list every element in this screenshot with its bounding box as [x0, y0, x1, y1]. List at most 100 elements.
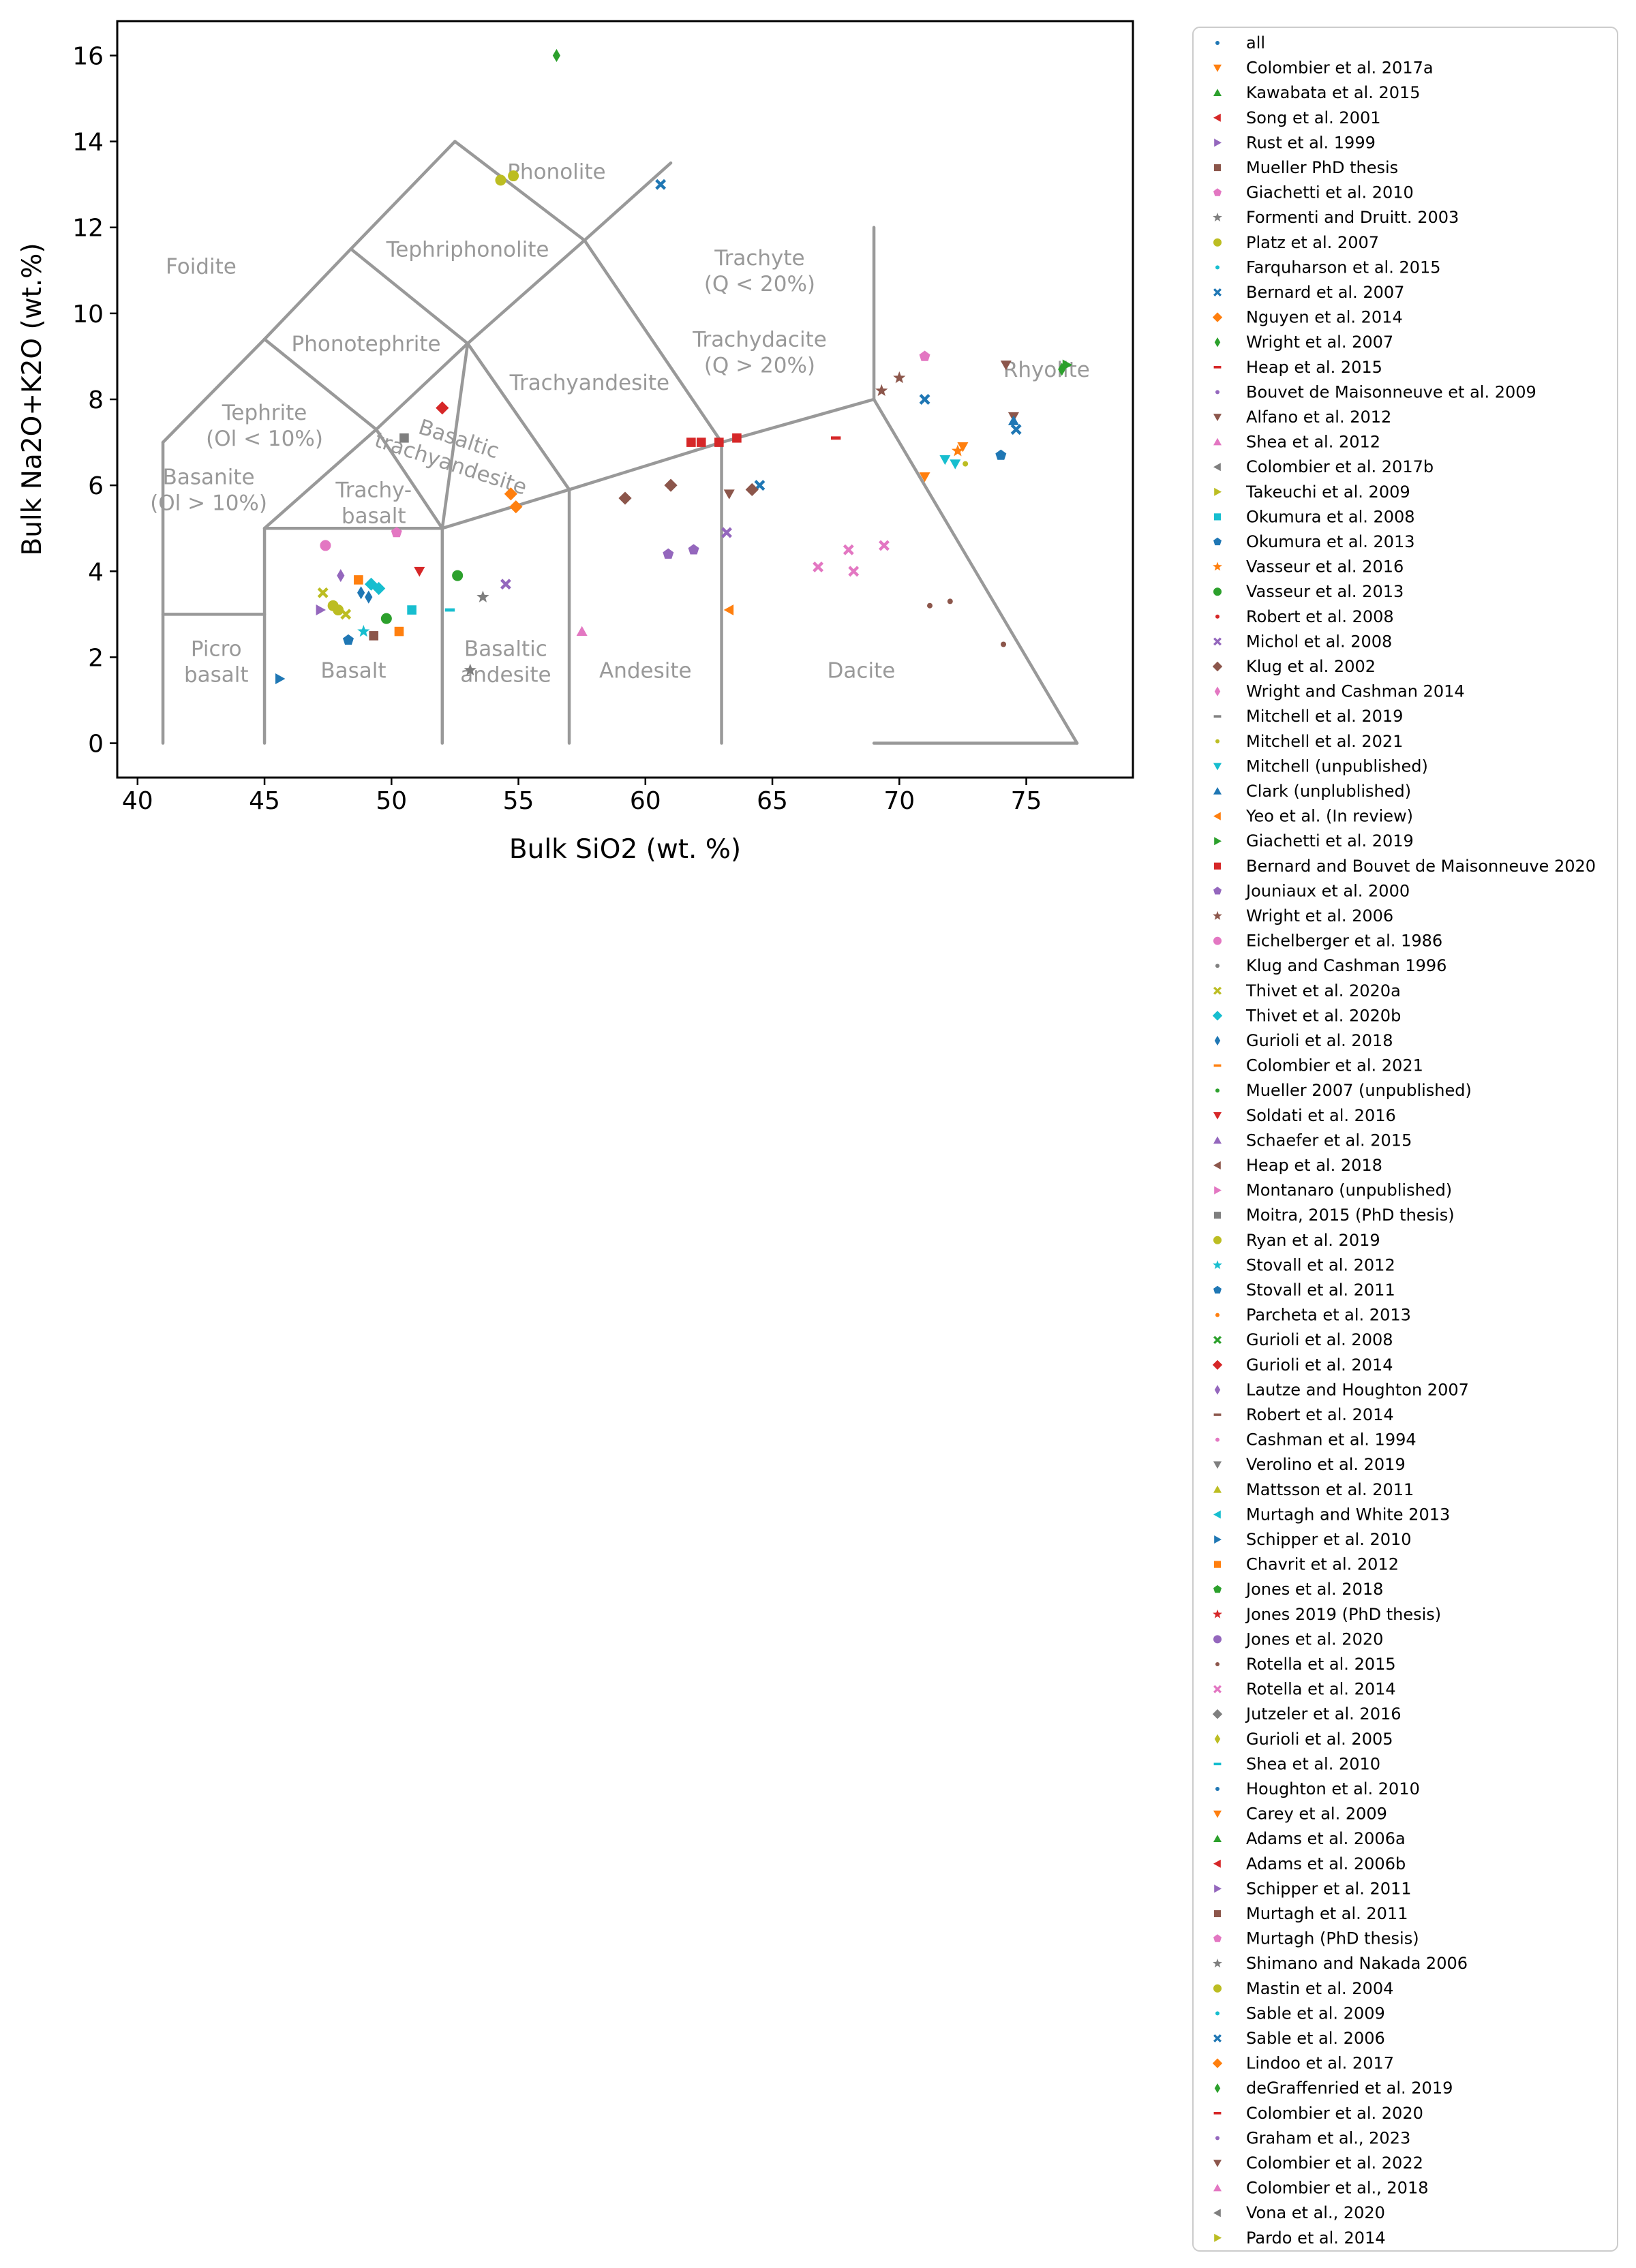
- legend-entry-label: Mueller 2007 (unpublished): [1246, 1081, 1472, 1100]
- legend-entry-label: Platz et al. 2007: [1246, 233, 1379, 252]
- y-tick-label: 12: [72, 215, 104, 243]
- data-point: [337, 568, 345, 583]
- data-point: [342, 634, 354, 645]
- legend-entry-label: Stovall et al. 2011: [1246, 1281, 1395, 1300]
- data-point: [947, 598, 953, 604]
- legend-marker: [1213, 637, 1222, 646]
- legend-marker: [1213, 1285, 1222, 1294]
- legend-marker: [1213, 2183, 1222, 2192]
- data-point: [843, 544, 854, 555]
- legend-marker: [1212, 1360, 1223, 1370]
- legend-entry-label: Colombier et al. 2020: [1246, 2104, 1423, 2123]
- legend-marker: [1213, 1984, 1222, 1993]
- data-point: [723, 489, 735, 500]
- axes: 40 45 50 55 60 65 70 75 0 2 4 6 8 10 12 14 16: [72, 20, 1134, 815]
- data-point: [951, 444, 965, 457]
- legend-entry-label: Stovall et al. 2012: [1246, 1255, 1395, 1274]
- data-point: [394, 626, 404, 637]
- data-point: [721, 527, 732, 538]
- data-point: [365, 590, 373, 604]
- data-point: [357, 586, 365, 600]
- data-point: [957, 442, 969, 453]
- legend-entry-label: Heap et al. 2018: [1246, 1156, 1382, 1175]
- legend-entry-label: Mitchell (unpublished): [1246, 756, 1428, 776]
- legend-marker: [1213, 1762, 1222, 1766]
- tas-boundary-line: [583, 239, 723, 444]
- legend-entry-label: Farquharson et al. 2015: [1246, 258, 1441, 277]
- data-point: [939, 455, 951, 465]
- y-axis-label: Bulk Na2O+K2O (wt.%): [17, 243, 48, 555]
- legend-entry-label: Shimano and Nakada 2006: [1246, 1954, 1468, 1973]
- legend-marker: [1213, 438, 1222, 446]
- legend-entry-label: Adams et al. 2006b: [1246, 1854, 1406, 1873]
- legend-entry-label: Formenti and Druitt. 2003: [1246, 208, 1459, 227]
- legend-entry-label: Robert et al. 2008: [1246, 607, 1394, 626]
- legend-marker: [1213, 1260, 1222, 1270]
- legend-marker: [1213, 910, 1222, 920]
- x-tick-label: 45: [249, 787, 280, 815]
- data-point: [1058, 363, 1066, 376]
- data-point: [552, 48, 561, 63]
- data-point: [919, 350, 930, 361]
- legend-marker: [1214, 337, 1221, 348]
- tas-field-label: Basaltic andesite: [460, 637, 551, 688]
- legend-marker: [1212, 1709, 1223, 1719]
- legend-marker: [1212, 661, 1223, 672]
- legend-marker: [1213, 213, 1222, 222]
- x-tick-label: 70: [883, 787, 915, 815]
- data-point: [357, 624, 370, 637]
- legend-entry-label: Giachetti et al. 2010: [1246, 183, 1414, 202]
- tas-field-label: Picro basalt: [184, 637, 249, 688]
- legend-entry-label: Chavrit et al. 2012: [1246, 1555, 1399, 1574]
- tas-field-label: Phonolite: [507, 160, 605, 185]
- x-tick-label: 50: [376, 787, 407, 815]
- data-point: [732, 433, 742, 443]
- legend-frame: [1192, 27, 1618, 2252]
- legend-marker: [1213, 238, 1222, 247]
- legend-marker: [1215, 1088, 1220, 1093]
- x-tick-label: 75: [1011, 787, 1042, 815]
- legend-entry-label: Parcheta et al. 2013: [1246, 1306, 1411, 1325]
- legend-entry-label: Thivet et al. 2020b: [1245, 1006, 1401, 1025]
- legend-entry-label: Vasseur et al. 2013: [1246, 582, 1404, 601]
- legend-marker: [1213, 887, 1222, 895]
- data-point: [509, 500, 523, 514]
- legend-entry-label: Colombier et al. 2022: [1246, 2154, 1423, 2173]
- legend-entry-label: Colombier et al. 2021: [1246, 1056, 1423, 1075]
- legend-entry-label: Mastin et al. 2004: [1246, 1979, 1393, 1998]
- legend-entry-label: Wright et al. 2006: [1246, 906, 1393, 925]
- legend-entry-label: Verolino et al. 2019: [1246, 1455, 1406, 1474]
- legend-marker: [1215, 265, 1220, 270]
- legend-marker: [1213, 1413, 1222, 1416]
- legend-entry-label: Sable et al. 2006: [1246, 2029, 1385, 2048]
- legend-marker: [1213, 2034, 1222, 2042]
- legend-entry-label: Gurioli et al. 2008: [1246, 1330, 1393, 1349]
- legend-marker: [1215, 739, 1220, 744]
- legend-marker: [1213, 1161, 1221, 1169]
- legend-marker: [1213, 1510, 1221, 1519]
- data-point: [1001, 641, 1007, 647]
- tas-field-label: Trachy-basalt: [335, 478, 412, 528]
- x-tick-label: 65: [757, 787, 788, 815]
- tas-boundary-line: [583, 161, 673, 242]
- legend-marker: [1213, 1212, 1222, 1219]
- legend-entry-label: Adams et al. 2006a: [1246, 1829, 1406, 1848]
- legend-marker: [1213, 288, 1222, 296]
- legend-marker: [1215, 964, 1220, 968]
- legend-entry-label: Montanaro (unpublished): [1246, 1181, 1452, 1200]
- data-point: [919, 394, 930, 405]
- legend-marker: [1213, 587, 1222, 596]
- legend-marker: [1213, 936, 1222, 945]
- legend-entry-label: Gurioli et al. 2014: [1246, 1355, 1393, 1375]
- legend-entry-label: Clark (unplublished): [1246, 782, 1411, 801]
- legend-marker: [1213, 537, 1222, 546]
- legend-entry-label: Alfano et al. 2012: [1246, 408, 1391, 427]
- legend-marker: [1214, 686, 1221, 696]
- tas-boundary-line: [262, 337, 378, 431]
- y-tick-label: 10: [72, 301, 104, 328]
- legend-marker: [1215, 390, 1220, 395]
- tas-field-label: Dacite: [828, 658, 896, 683]
- tas-field-label: Andesite: [599, 658, 692, 683]
- legend-entry-label: Colombier et al., 2018: [1246, 2179, 1428, 2198]
- legend-entry-label: Graham et al., 2023: [1246, 2128, 1410, 2147]
